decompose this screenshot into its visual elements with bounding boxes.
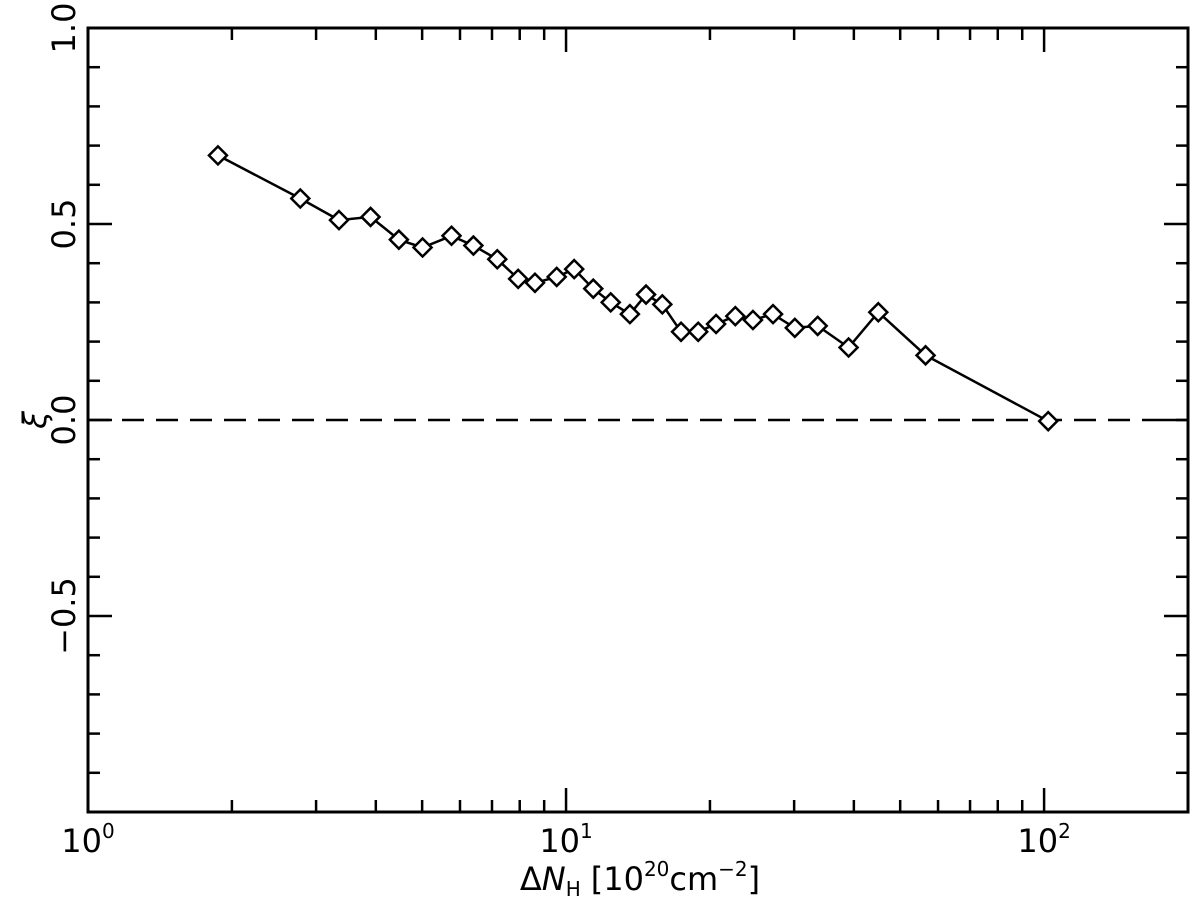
data-point	[359, 206, 382, 228]
data-point	[705, 313, 727, 335]
data-point	[462, 234, 485, 257]
axes: 100 101 102 1.0 0.5 0.0 −0.5	[45, 3, 1190, 860]
data-point	[289, 187, 312, 210]
x-tick-label: 101	[539, 819, 592, 860]
data-point	[724, 305, 747, 327]
series-line	[217, 154, 1049, 423]
data-point	[507, 268, 529, 290]
data-point	[328, 209, 350, 231]
data-point	[914, 344, 937, 367]
x-tick-label: 102	[1017, 819, 1070, 860]
data-point	[599, 291, 622, 314]
data-point	[524, 272, 546, 294]
data-point	[563, 258, 585, 280]
y-tick-label: 1.0	[45, 3, 83, 54]
y-tick-label: 0.0	[45, 395, 83, 446]
y-tick-label: 0.5	[45, 199, 83, 250]
data-point	[635, 283, 657, 306]
data-point	[867, 301, 890, 323]
data-point	[411, 236, 434, 259]
data-point	[784, 317, 806, 339]
data-point	[545, 266, 568, 288]
data-point	[207, 144, 229, 167]
plot-area	[88, 144, 1188, 432]
x-axis-label: ΔNH [1020cm−2]	[520, 857, 760, 901]
data-point	[440, 224, 463, 247]
data-point	[486, 248, 509, 271]
data-point	[687, 321, 709, 343]
data-point	[388, 228, 410, 251]
data-point	[762, 303, 784, 325]
data-point	[837, 336, 860, 359]
data-point	[651, 293, 674, 316]
y-tick-label: −0.5	[45, 577, 83, 655]
data-point	[806, 315, 829, 337]
data-point	[670, 321, 692, 343]
data-point	[742, 309, 764, 331]
x-tick-label: 100	[61, 819, 114, 860]
y-axis-label: ξ	[16, 410, 54, 430]
data-point	[582, 277, 605, 300]
data-point	[1037, 410, 1059, 432]
data-point	[619, 303, 641, 325]
